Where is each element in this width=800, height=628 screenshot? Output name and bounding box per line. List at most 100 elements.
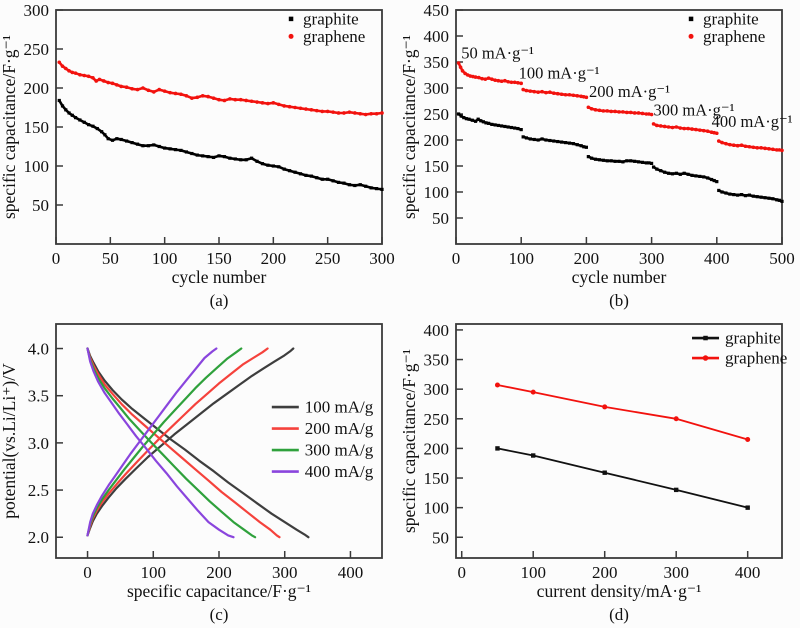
y-tick-label: 150 — [424, 157, 450, 176]
x-tick-label: 100 — [508, 249, 534, 268]
axes: 0 50 100 150 200 250 300 50 100 150 200 250 300 cycle… — [0, 1, 395, 287]
annotation: 50 mA·g⁻¹ — [461, 43, 534, 62]
x-tick-label: 500 — [769, 249, 795, 268]
x-tick-label: 200 — [261, 249, 287, 268]
panel-b-caption: (b) — [609, 291, 629, 310]
series-300-ma-g — [86, 347, 257, 539]
axes: 0 100 200 300 400 2.0 2.5 3.0 3.5 4.0 specific cap… — [0, 323, 383, 601]
y-axis-label: specific capacitance/F·g⁻¹ — [0, 35, 19, 219]
y-tick-label: 150 — [24, 118, 50, 137]
legend-label: 300 mA/g — [305, 441, 374, 460]
x-tick-label: 150 — [206, 249, 232, 268]
x-axis-label: cycle number — [172, 267, 267, 287]
y-tick-label: 50 — [32, 196, 49, 215]
y-tick-label: 2.0 — [28, 528, 49, 547]
y-tick-label: 50 — [432, 528, 449, 547]
panel-d-caption: (d) — [609, 605, 629, 624]
y-tick-label: 3.0 — [28, 434, 49, 453]
y-tick-label: 4.0 — [28, 340, 49, 359]
legend-label: graphite — [703, 9, 759, 28]
series-graphite — [495, 446, 750, 510]
y-tick-label: 100 — [424, 183, 450, 202]
x-tick-label: 0 — [52, 249, 61, 268]
x-tick-label: 200 — [206, 563, 232, 582]
series-graphene — [494, 382, 751, 443]
y-axis-label: potential(vs.Li/Li⁺)/V — [0, 363, 19, 519]
y-tick-label: 450 — [424, 1, 450, 20]
y-axis-label: specific capacitance/F·g⁻¹ — [400, 349, 419, 533]
annotation: 100 mA·g⁻¹ — [519, 64, 600, 83]
panel-d-chart: 0 100 200 300 400 50 100 150 200 250 300 350 400 curr… — [400, 321, 787, 601]
y-tick-label: 300 — [424, 79, 450, 98]
x-tick-label: 300 — [639, 249, 665, 268]
x-tick-label: 0 — [457, 563, 466, 582]
x-tick-label: 50 — [102, 249, 119, 268]
panel-a-chart: 0 50 100 150 200 250 300 50 100 150 200 250 300 cycle… — [0, 1, 395, 287]
legend-label: graphite — [303, 9, 359, 28]
axes: 0 100 200 300 400 50 100 150 200 250 300 350 400 curr… — [400, 321, 783, 601]
y-tick-label: 400 — [424, 321, 450, 340]
y-tick-label: 250 — [424, 105, 450, 124]
y-tick-label: 50 — [432, 209, 449, 228]
y-tick-label: 150 — [424, 469, 450, 488]
y-tick-label: 200 — [24, 79, 50, 98]
x-tick-label: 100 — [520, 563, 546, 582]
series-graphite — [457, 112, 784, 203]
legend-label: graphene — [703, 27, 765, 46]
y-tick-label: 300 — [24, 1, 50, 20]
x-tick-label: 0 — [83, 563, 92, 582]
x-tick-label: 200 — [592, 563, 618, 582]
annotation: 400 mA·g⁻¹ — [712, 112, 793, 131]
y-tick-label: 400 — [424, 27, 450, 46]
panel-b-chart: 0 100 200 300 400 500 50 100 150 200 250 300 350 400 4… — [400, 1, 795, 287]
y-tick-label: 100 — [24, 157, 50, 176]
legend-label: graphite — [725, 329, 781, 348]
panel-c: 0 100 200 300 400 2.0 2.5 3.0 3.5 4.0 specific cap… — [0, 314, 400, 628]
panel-c-chart: 0 100 200 300 400 2.0 2.5 3.0 3.5 4.0 specific cap… — [0, 323, 383, 601]
y-tick-label: 100 — [424, 499, 450, 518]
panel-d: 0 100 200 300 400 50 100 150 200 250 300 350 400 curr… — [400, 314, 800, 628]
series-200-ma-g — [86, 347, 281, 539]
y-tick-label: 250 — [424, 410, 450, 429]
axes: 0 100 200 300 400 500 50 100 150 200 250 300 350 400 4… — [400, 1, 795, 287]
legend-label: 400 mA/g — [305, 462, 374, 481]
y-tick-label: 350 — [424, 53, 450, 72]
legend-label: 200 mA/g — [305, 419, 374, 438]
series-graphene — [57, 60, 384, 117]
series-graphene — [456, 61, 784, 153]
x-tick-label: 400 — [735, 563, 761, 582]
x-tick-label: 400 — [704, 249, 730, 268]
series-400-ma-g — [86, 347, 235, 539]
legend: 100 mA/g 200 mA/g 300 mA/g 400 mA/g — [271, 398, 374, 481]
panel-a: 0 50 100 150 200 250 300 50 100 150 200 250 300 cycle… — [0, 0, 400, 314]
y-tick-label: 300 — [424, 380, 450, 399]
panel-c-caption: (c) — [209, 605, 229, 624]
y-tick-label: 200 — [424, 439, 450, 458]
x-tick-label: 0 — [452, 249, 461, 268]
y-axis-label: specific capacitance/F·g⁻¹ — [400, 35, 419, 219]
x-tick-label: 300 — [369, 249, 395, 268]
x-tick-label: 250 — [315, 249, 341, 268]
x-tick-label: 300 — [663, 563, 689, 582]
y-tick-label: 3.5 — [28, 387, 49, 406]
y-tick-label: 200 — [424, 131, 450, 150]
legend-label: graphene — [303, 27, 365, 46]
annotation: 300 mA·g⁻¹ — [654, 101, 735, 120]
y-tick-label: 2.5 — [28, 481, 49, 500]
x-tick-label: 200 — [574, 249, 600, 268]
x-axis-label: specific capacitance/F·g⁻¹ — [127, 581, 311, 601]
legend-label: 100 mA/g — [305, 398, 374, 417]
panel-a-caption: (a) — [209, 291, 229, 310]
x-tick-label: 300 — [272, 563, 298, 582]
series-graphite — [57, 98, 384, 191]
y-tick-label: 250 — [24, 40, 50, 59]
x-tick-label: 100 — [141, 563, 167, 582]
x-tick-label: 100 — [152, 249, 178, 268]
x-axis-label: cycle number — [572, 267, 667, 287]
y-tick-label: 350 — [424, 351, 450, 370]
series-100-ma-g — [86, 347, 310, 539]
